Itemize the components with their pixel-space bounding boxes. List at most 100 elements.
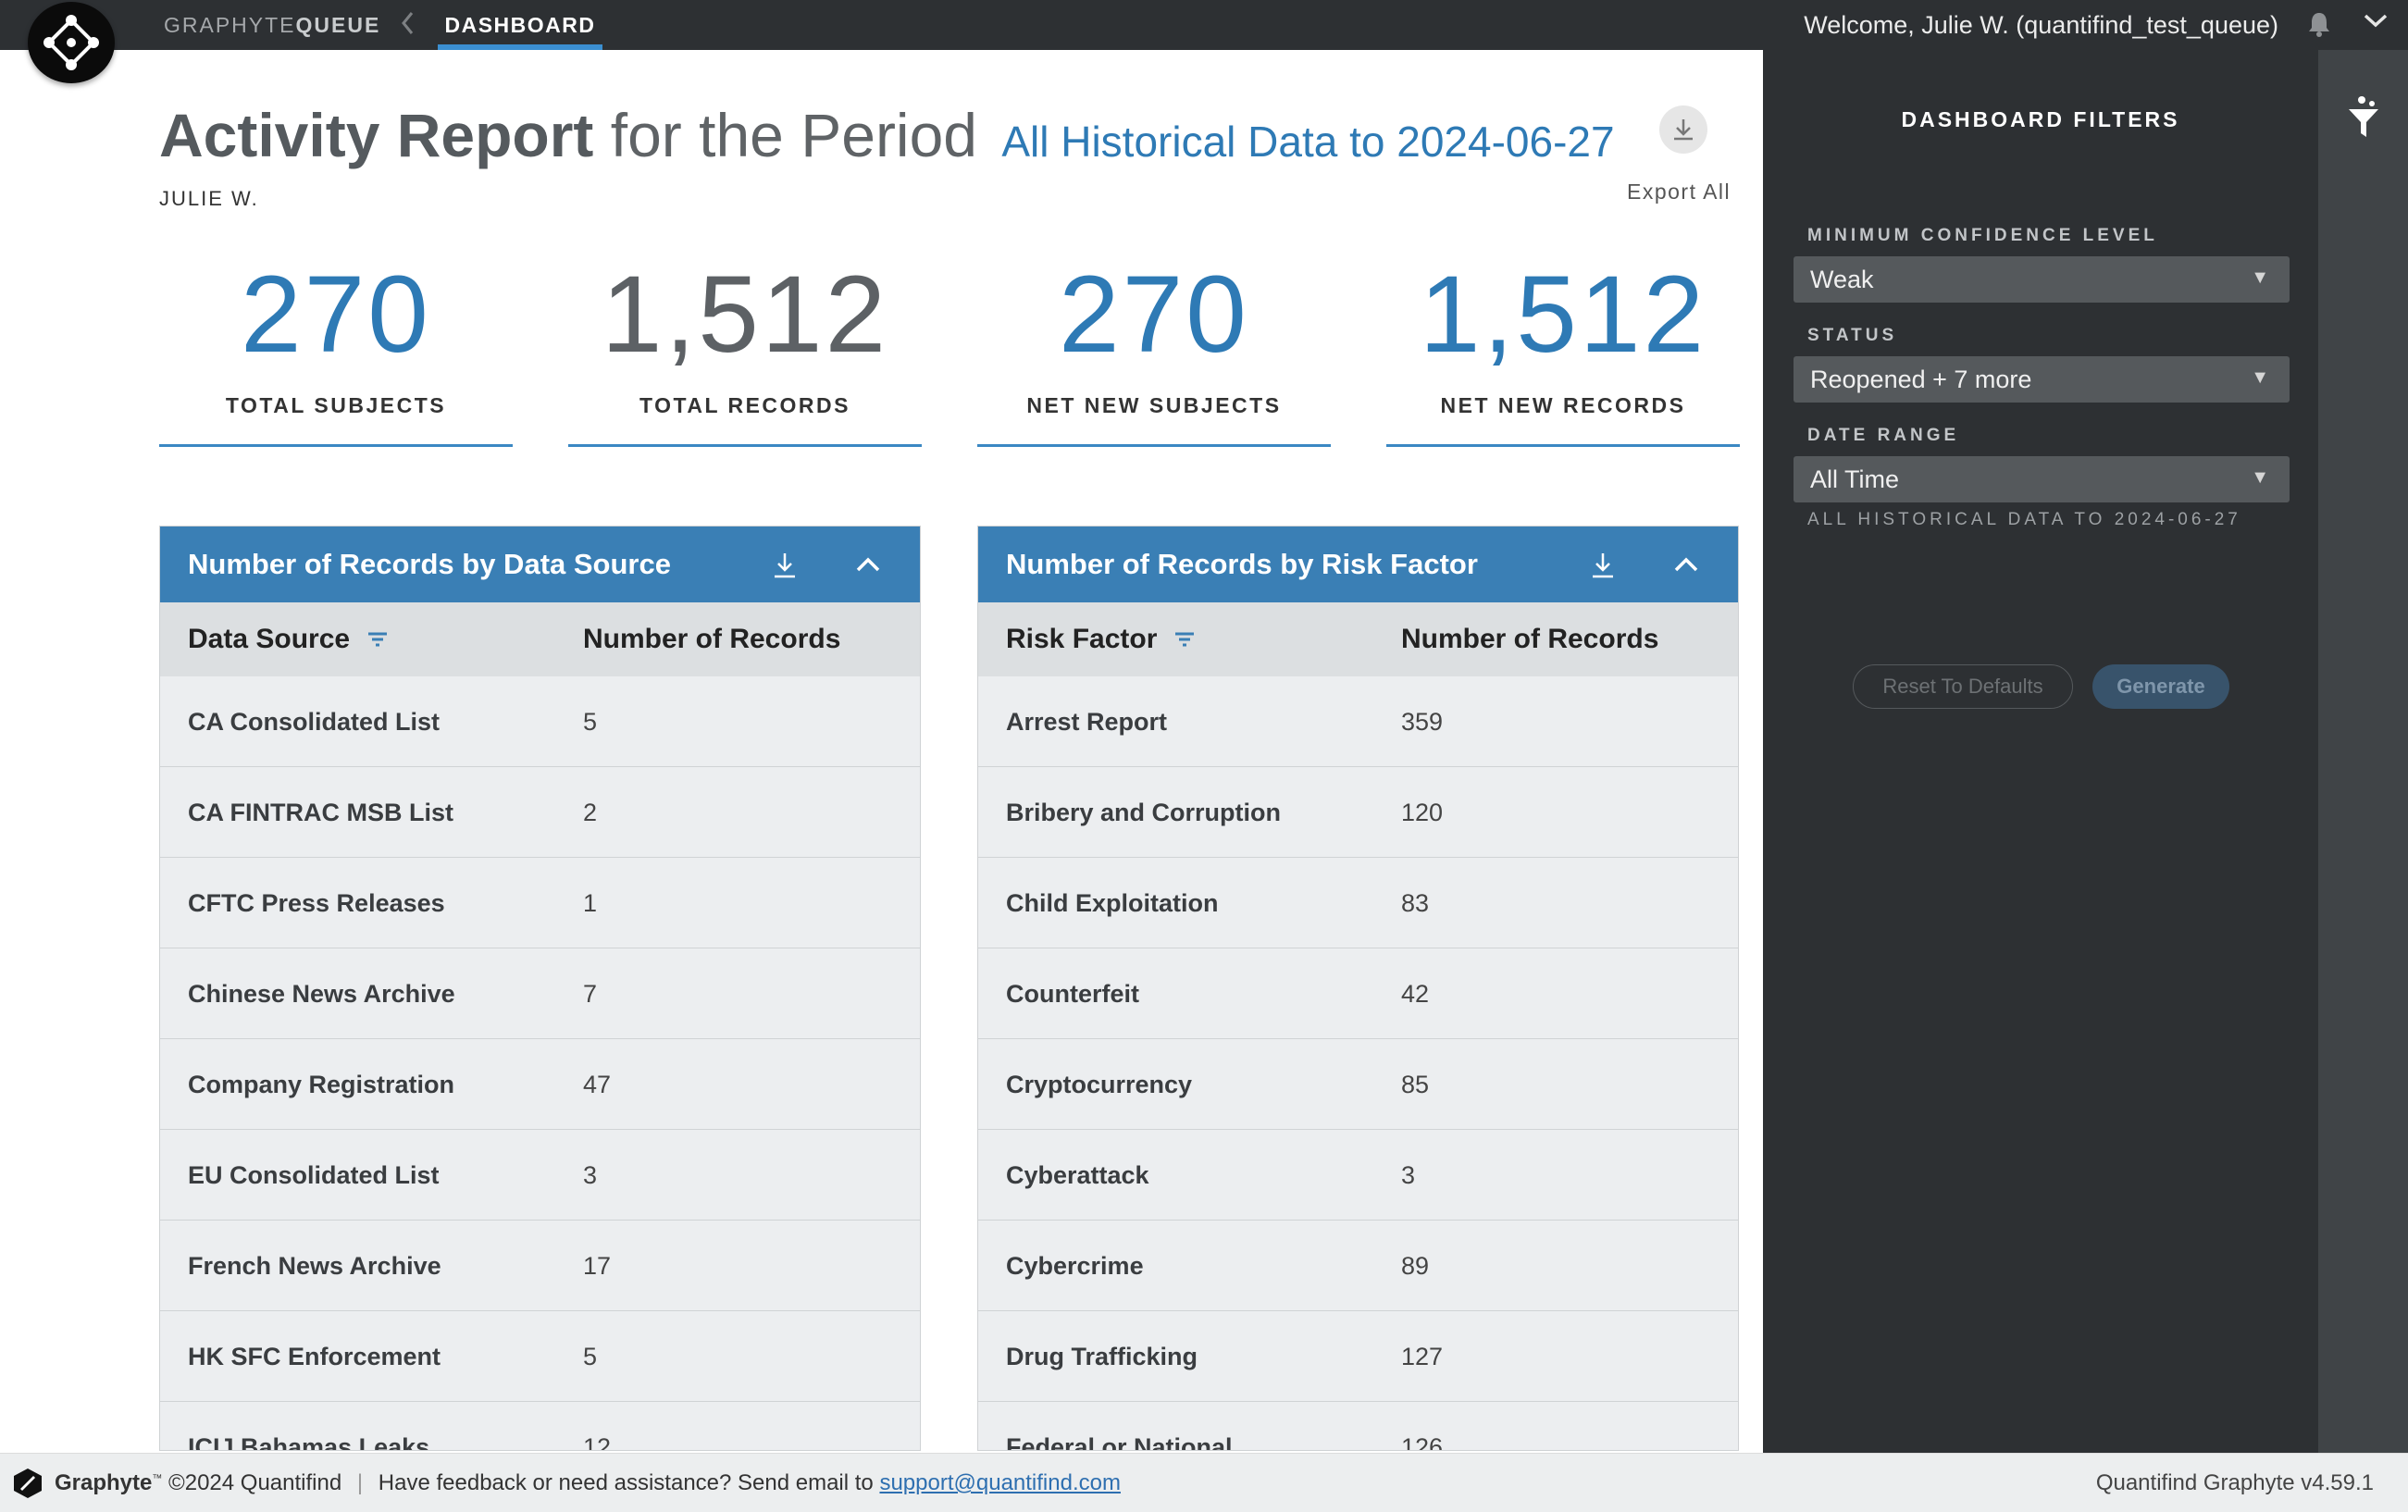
- footer: Graphyte™ ©2024 Quantifind | Have feedba…: [0, 1453, 2408, 1512]
- row-label: Counterfeit: [1006, 980, 1139, 1008]
- stat-label: TOTAL SUBJECTS: [225, 393, 447, 417]
- row-label: Company Registration: [188, 1071, 455, 1098]
- table-row[interactable]: CA FINTRAC MSB List 2: [160, 767, 920, 858]
- download-icon: [1674, 119, 1693, 141]
- row-label: Child Exploitation: [1006, 889, 1219, 917]
- row-label: French News Archive: [188, 1252, 441, 1280]
- column-header-data-source[interactable]: Data Source: [188, 624, 389, 655]
- table-row[interactable]: Arrest Report 359: [978, 676, 1738, 767]
- stat-value: 270: [241, 254, 431, 376]
- confidence-select[interactable]: Weak ▼: [1794, 256, 2290, 303]
- title-strong: Activity Report: [159, 101, 594, 169]
- tab-dashboard[interactable]: DASHBOARD: [438, 0, 602, 50]
- row-label: Federal or National: [1006, 1433, 1233, 1451]
- table-row[interactable]: Chinese News Archive 7: [160, 948, 920, 1039]
- dashboard-filters-sidebar: DASHBOARD FILTERS MINIMUM CONFIDENCE LEV…: [1763, 50, 2318, 1453]
- table-row[interactable]: CA Consolidated List 5: [160, 676, 920, 767]
- row-count: 127: [1401, 1343, 1444, 1370]
- graphyte-logo-icon: [43, 15, 99, 70]
- table-row[interactable]: Cyberattack 3: [978, 1130, 1738, 1221]
- table-body: CA Consolidated List 5 CA FINTRAC MSB List…: [160, 676, 920, 1451]
- column-header-number-of-records[interactable]: Number of Records: [583, 624, 841, 654]
- notification-bell-icon[interactable]: [2306, 10, 2332, 43]
- table-row[interactable]: Federal or National 126: [978, 1402, 1738, 1451]
- row-label: Bribery and Corruption: [1006, 799, 1282, 826]
- chevron-up-icon[interactable]: [1671, 551, 1701, 588]
- stat-net-new-subjects: 270 NET NEW SUBJECTS: [977, 254, 1331, 447]
- row-count: 359: [1401, 708, 1444, 736]
- panel-title: Number of Records by Data Source: [188, 548, 671, 580]
- row-count: 5: [583, 1343, 598, 1370]
- row-label: Cryptocurrency: [1006, 1071, 1193, 1098]
- download-icon[interactable]: [770, 551, 800, 588]
- page-title: Activity Report for the Period All Histo…: [159, 100, 1615, 170]
- reset-defaults-button[interactable]: Reset To Defaults: [1853, 664, 2073, 709]
- stat-label: NET NEW SUBJECTS: [1026, 393, 1282, 417]
- confidence-label: MINIMUM CONFIDENCE LEVEL: [1807, 226, 2158, 245]
- column-header-number-of-records[interactable]: Number of Records: [1401, 624, 1659, 654]
- table-row[interactable]: Cybercrime 89: [978, 1221, 1738, 1311]
- row-label: Cybercrime: [1006, 1252, 1144, 1280]
- support-email-link[interactable]: support@quantifind.com: [879, 1470, 1121, 1495]
- table-row[interactable]: EU Consolidated List 3: [160, 1130, 920, 1221]
- chevron-down-icon[interactable]: [2362, 11, 2389, 34]
- filter-icon[interactable]: [366, 630, 389, 649]
- brand-bold: QUEUE: [295, 12, 381, 37]
- row-count: 2: [583, 799, 598, 826]
- panel-title: Number of Records by Risk Factor: [1006, 548, 1478, 580]
- filter-funnel-icon[interactable]: [2346, 94, 2381, 145]
- table-header: Data Source Number of Records: [160, 602, 920, 676]
- stat-value: 1,512: [1419, 254, 1707, 376]
- table-row[interactable]: Child Exploitation 83: [978, 858, 1738, 948]
- app-logo[interactable]: [28, 2, 115, 83]
- stat-total-records: 1,512 TOTAL RECORDS: [568, 254, 922, 447]
- status-select[interactable]: Reopened + 7 more ▼: [1794, 356, 2290, 403]
- footer-tm: ™: [152, 1473, 163, 1484]
- row-count: 85: [1401, 1071, 1430, 1098]
- row-count: 47: [583, 1071, 612, 1098]
- confidence-value: Weak: [1810, 265, 1874, 293]
- column-label: Risk Factor: [1006, 624, 1158, 654]
- row-label: Cyberattack: [1006, 1161, 1149, 1189]
- stat-label: NET NEW RECORDS: [1440, 393, 1686, 417]
- export-all-label[interactable]: Export All: [1627, 180, 1732, 204]
- chevron-left-icon[interactable]: [400, 10, 415, 43]
- download-icon[interactable]: [1588, 551, 1618, 588]
- table-row[interactable]: Company Registration 47: [160, 1039, 920, 1130]
- table-row[interactable]: CFTC Press Releases 1: [160, 858, 920, 948]
- generate-button[interactable]: Generate: [2092, 664, 2229, 709]
- report-user: JULIE W.: [159, 187, 259, 210]
- table-row[interactable]: Cryptocurrency 85: [978, 1039, 1738, 1130]
- app-brand[interactable]: GRAPHYTE QUEUE: [164, 0, 380, 50]
- panel-records-by-risk-factor: Number of Records by Risk Factor Risk Fa…: [977, 526, 1739, 1451]
- table-row[interactable]: French News Archive 17: [160, 1221, 920, 1311]
- row-count: 3: [583, 1161, 598, 1189]
- caret-down-icon: ▼: [2251, 467, 2269, 488]
- filter-icon[interactable]: [1173, 630, 1196, 649]
- row-label: CA FINTRAC MSB List: [188, 799, 453, 826]
- table-row[interactable]: Counterfeit 42: [978, 948, 1738, 1039]
- table-row[interactable]: HK SFC Enforcement 5: [160, 1311, 920, 1402]
- filters-title: DASHBOARD FILTERS: [1901, 107, 2180, 131]
- row-count: 89: [1401, 1252, 1430, 1280]
- footer-brand: Graphyte: [55, 1470, 153, 1495]
- table-row[interactable]: Bribery and Corruption 120: [978, 767, 1738, 858]
- row-label: CA Consolidated List: [188, 708, 441, 736]
- date-range-note: ALL HISTORICAL DATA TO 2024-06-27: [1807, 510, 2241, 529]
- chevron-up-icon[interactable]: [853, 551, 883, 588]
- table-body: Arrest Report 359 Bribery and Corruption 12…: [978, 676, 1738, 1451]
- row-label: HK SFC Enforcement: [188, 1343, 441, 1370]
- stat-net-new-records: 1,512 NET NEW RECORDS: [1386, 254, 1740, 447]
- table-row[interactable]: Drug Trafficking 127: [978, 1311, 1738, 1402]
- top-bar: GRAPHYTE QUEUE DASHBOARD Welcome, Julie W…: [0, 0, 2408, 50]
- row-label: ICIJ Bahamas Leaks: [188, 1433, 430, 1451]
- column-header-risk-factor[interactable]: Risk Factor: [1006, 624, 1196, 655]
- table-row[interactable]: ICIJ Bahamas Leaks 12: [160, 1402, 920, 1451]
- row-count: 12: [583, 1433, 612, 1451]
- row-count: 5: [583, 708, 598, 736]
- stat-value: 270: [1059, 254, 1249, 376]
- stat-label: TOTAL RECORDS: [639, 393, 850, 417]
- graphyte-footer-logo-icon: [11, 1467, 44, 1506]
- export-all-button[interactable]: [1659, 105, 1707, 154]
- date-range-select[interactable]: All Time ▼: [1794, 456, 2290, 502]
